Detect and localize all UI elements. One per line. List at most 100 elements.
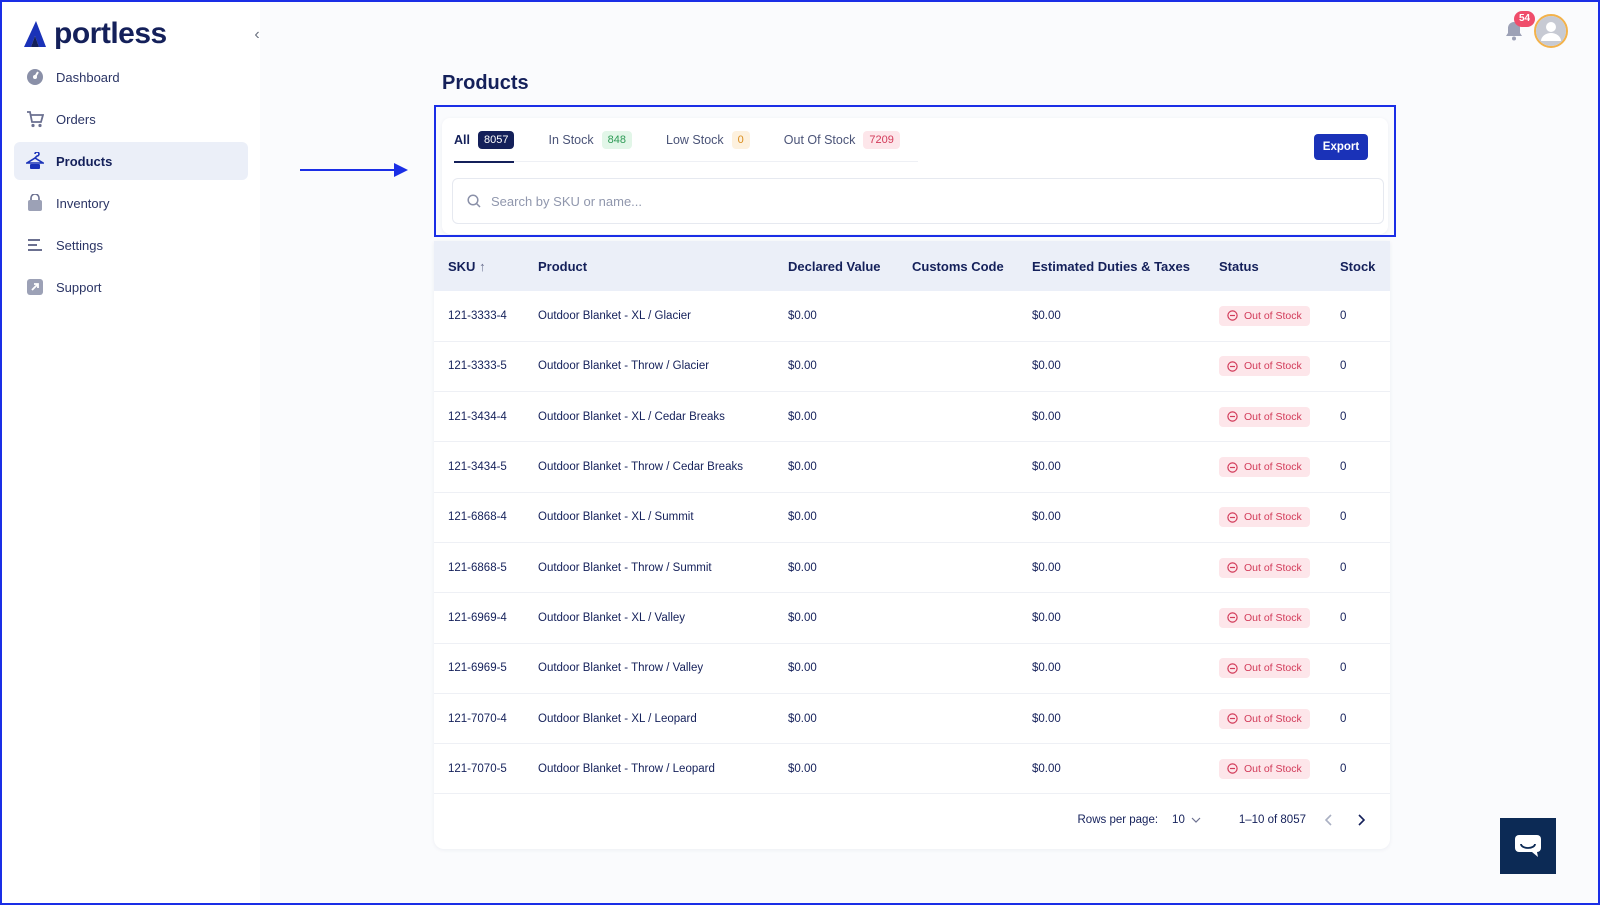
export-button[interactable]: Export (1314, 134, 1368, 160)
table-row[interactable]: 121-7070-5 Outdoor Blanket - Throw / Leop… (434, 743, 1390, 795)
sidebar: portless ‹ Dashboard Orders Products (2, 2, 260, 903)
product-cell: Outdoor Blanket - XL / Valley (524, 592, 774, 644)
duties-taxes-cell: $0.00 (1018, 693, 1205, 745)
search-box (452, 178, 1384, 224)
sidebar-item-settings[interactable]: Settings (14, 226, 248, 264)
table-row[interactable]: 121-3333-5 Outdoor Blanket - Throw / Glac… (434, 341, 1390, 393)
sku-cell: 121-3333-5 (434, 341, 524, 393)
status-badge: Out of Stock (1219, 758, 1310, 779)
minus-circle-icon (1227, 663, 1238, 674)
tab-count: 0 (731, 131, 750, 149)
tab-label: All (454, 133, 470, 147)
sidebar-item-label: Inventory (56, 195, 110, 211)
column-header-sku[interactable]: SKU ↑ (448, 258, 486, 274)
status-label: Out of Stock (1244, 662, 1302, 675)
minus-circle-icon (1227, 461, 1238, 473)
status-cell: Out of Stock (1205, 693, 1326, 745)
sliders-icon (26, 236, 44, 254)
table-row[interactable]: 121-3434-4 Outdoor Blanket - XL / Cedar B… (434, 391, 1390, 443)
sku-cell: 121-6969-4 (434, 592, 524, 644)
product-cell: Outdoor Blanket - Throw / Valley (524, 643, 774, 694)
duties-taxes-cell: $0.00 (1018, 743, 1205, 795)
duties-taxes-cell: $0.00 (1018, 542, 1205, 594)
declared-value-cell: $0.00 (774, 291, 898, 342)
stock-cell: 0 (1326, 441, 1390, 493)
product-cell: Outdoor Blanket - XL / Leopard (524, 693, 774, 745)
status-badge: Out of Stock (1219, 305, 1310, 326)
status-cell: Out of Stock (1205, 341, 1326, 393)
status-badge: Out of Stock (1219, 507, 1310, 528)
collapse-sidebar-button[interactable]: ‹ (246, 24, 268, 46)
sidebar-item-dashboard[interactable]: Dashboard (14, 58, 248, 96)
table-row[interactable]: 121-6969-4 Outdoor Blanket - XL / Valley $… (434, 592, 1390, 644)
table-row[interactable]: 121-6868-4 Outdoor Blanket - XL / Summit $… (434, 492, 1390, 543)
logo[interactable]: portless (24, 16, 167, 52)
next-page-button[interactable] (1352, 811, 1370, 829)
sku-cell: 121-6969-5 (434, 643, 524, 694)
products-table: SKU ↑ Product Declared Value Customs Cod… (434, 241, 1390, 795)
chevron-down-icon (1191, 817, 1201, 823)
search-input[interactable] (491, 193, 1371, 209)
stock-cell: 0 (1326, 291, 1390, 342)
sku-cell: 121-6868-4 (434, 492, 524, 543)
tab-label: Low Stock (666, 133, 724, 147)
stock-cell: 0 (1326, 542, 1390, 594)
chat-widget-button[interactable] (1500, 818, 1556, 874)
product-cell: Outdoor Blanket - XL / Summit (524, 492, 774, 543)
rows-per-page-value: 10 (1172, 814, 1185, 826)
column-header-product[interactable]: Product (538, 258, 588, 274)
previous-page-button[interactable] (1320, 811, 1338, 829)
minus-circle-icon (1227, 713, 1238, 724)
sidebar-item-inventory[interactable]: Inventory (14, 184, 248, 222)
declared-value-cell: $0.00 (774, 592, 898, 644)
tab-in-stock[interactable]: In Stock 848 (548, 118, 632, 162)
status-label: Out of Stock (1244, 511, 1302, 524)
stock-cell: 0 (1326, 693, 1390, 745)
notifications-badge: 54 (1514, 11, 1536, 27)
declared-value-cell: $0.00 (774, 492, 898, 543)
sidebar-item-label: Orders (56, 111, 96, 127)
status-label: Out of Stock (1244, 762, 1302, 775)
declared-value-cell: $0.00 (774, 441, 898, 493)
sidebar-item-products[interactable]: Products (14, 142, 248, 180)
declared-value-cell: $0.00 (774, 391, 898, 443)
rows-per-page-label: Rows per page: (1077, 814, 1159, 826)
table-row[interactable]: 121-6969-5 Outdoor Blanket - Throw / Vall… (434, 643, 1390, 694)
column-header-duties-taxes[interactable]: Estimated Duties & Taxes (1032, 258, 1190, 274)
chevron-left-icon (1325, 814, 1332, 826)
column-header-declared-value[interactable]: Declared Value (788, 258, 881, 274)
avatar[interactable] (1534, 14, 1568, 48)
status-label: Out of Stock (1244, 309, 1302, 322)
rows-per-page-select[interactable]: 10 (1172, 814, 1201, 826)
status-badge: Out of Stock (1219, 356, 1310, 377)
table-row[interactable]: 121-6868-5 Outdoor Blanket - Throw / Summ… (434, 542, 1390, 594)
status-cell: Out of Stock (1205, 592, 1326, 644)
status-cell: Out of Stock (1205, 291, 1326, 342)
tab-all[interactable]: All 8057 (454, 118, 515, 163)
sidebar-item-support[interactable]: Support (14, 268, 248, 306)
customs-code-cell (898, 592, 1018, 644)
table-row[interactable]: 121-7070-4 Outdoor Blanket - XL / Leopard… (434, 693, 1390, 745)
customs-code-cell (898, 492, 1018, 543)
sku-cell: 121-3434-5 (434, 441, 524, 493)
notifications-button[interactable]: 54 (1502, 11, 1536, 43)
customs-code-cell (898, 291, 1018, 342)
duties-taxes-cell: $0.00 (1018, 291, 1205, 342)
customs-code-cell (898, 542, 1018, 594)
bag-icon (26, 194, 44, 212)
table-row[interactable]: 121-3434-5 Outdoor Blanket - Throw / Ceda… (434, 441, 1390, 493)
duties-taxes-cell: $0.00 (1018, 643, 1205, 694)
tab-low-stock[interactable]: Low Stock 0 (666, 118, 750, 162)
logo-text: portless (54, 17, 167, 50)
tab-out-of-stock[interactable]: Out Of Stock 7209 (784, 118, 900, 162)
status-label: Out of Stock (1244, 561, 1302, 574)
column-header-status[interactable]: Status (1219, 258, 1259, 274)
sidebar-item-orders[interactable]: Orders (14, 100, 248, 138)
duties-taxes-cell: $0.00 (1018, 391, 1205, 443)
sidebar-nav: Dashboard Orders Products Inventory Sett… (14, 58, 248, 310)
table-row[interactable]: 121-3333-4 Outdoor Blanket - XL / Glacier… (434, 291, 1390, 342)
status-cell: Out of Stock (1205, 542, 1326, 594)
column-header-customs-code[interactable]: Customs Code (912, 258, 1004, 274)
column-header-stock[interactable]: Stock (1340, 258, 1376, 274)
cart-icon (26, 110, 44, 128)
